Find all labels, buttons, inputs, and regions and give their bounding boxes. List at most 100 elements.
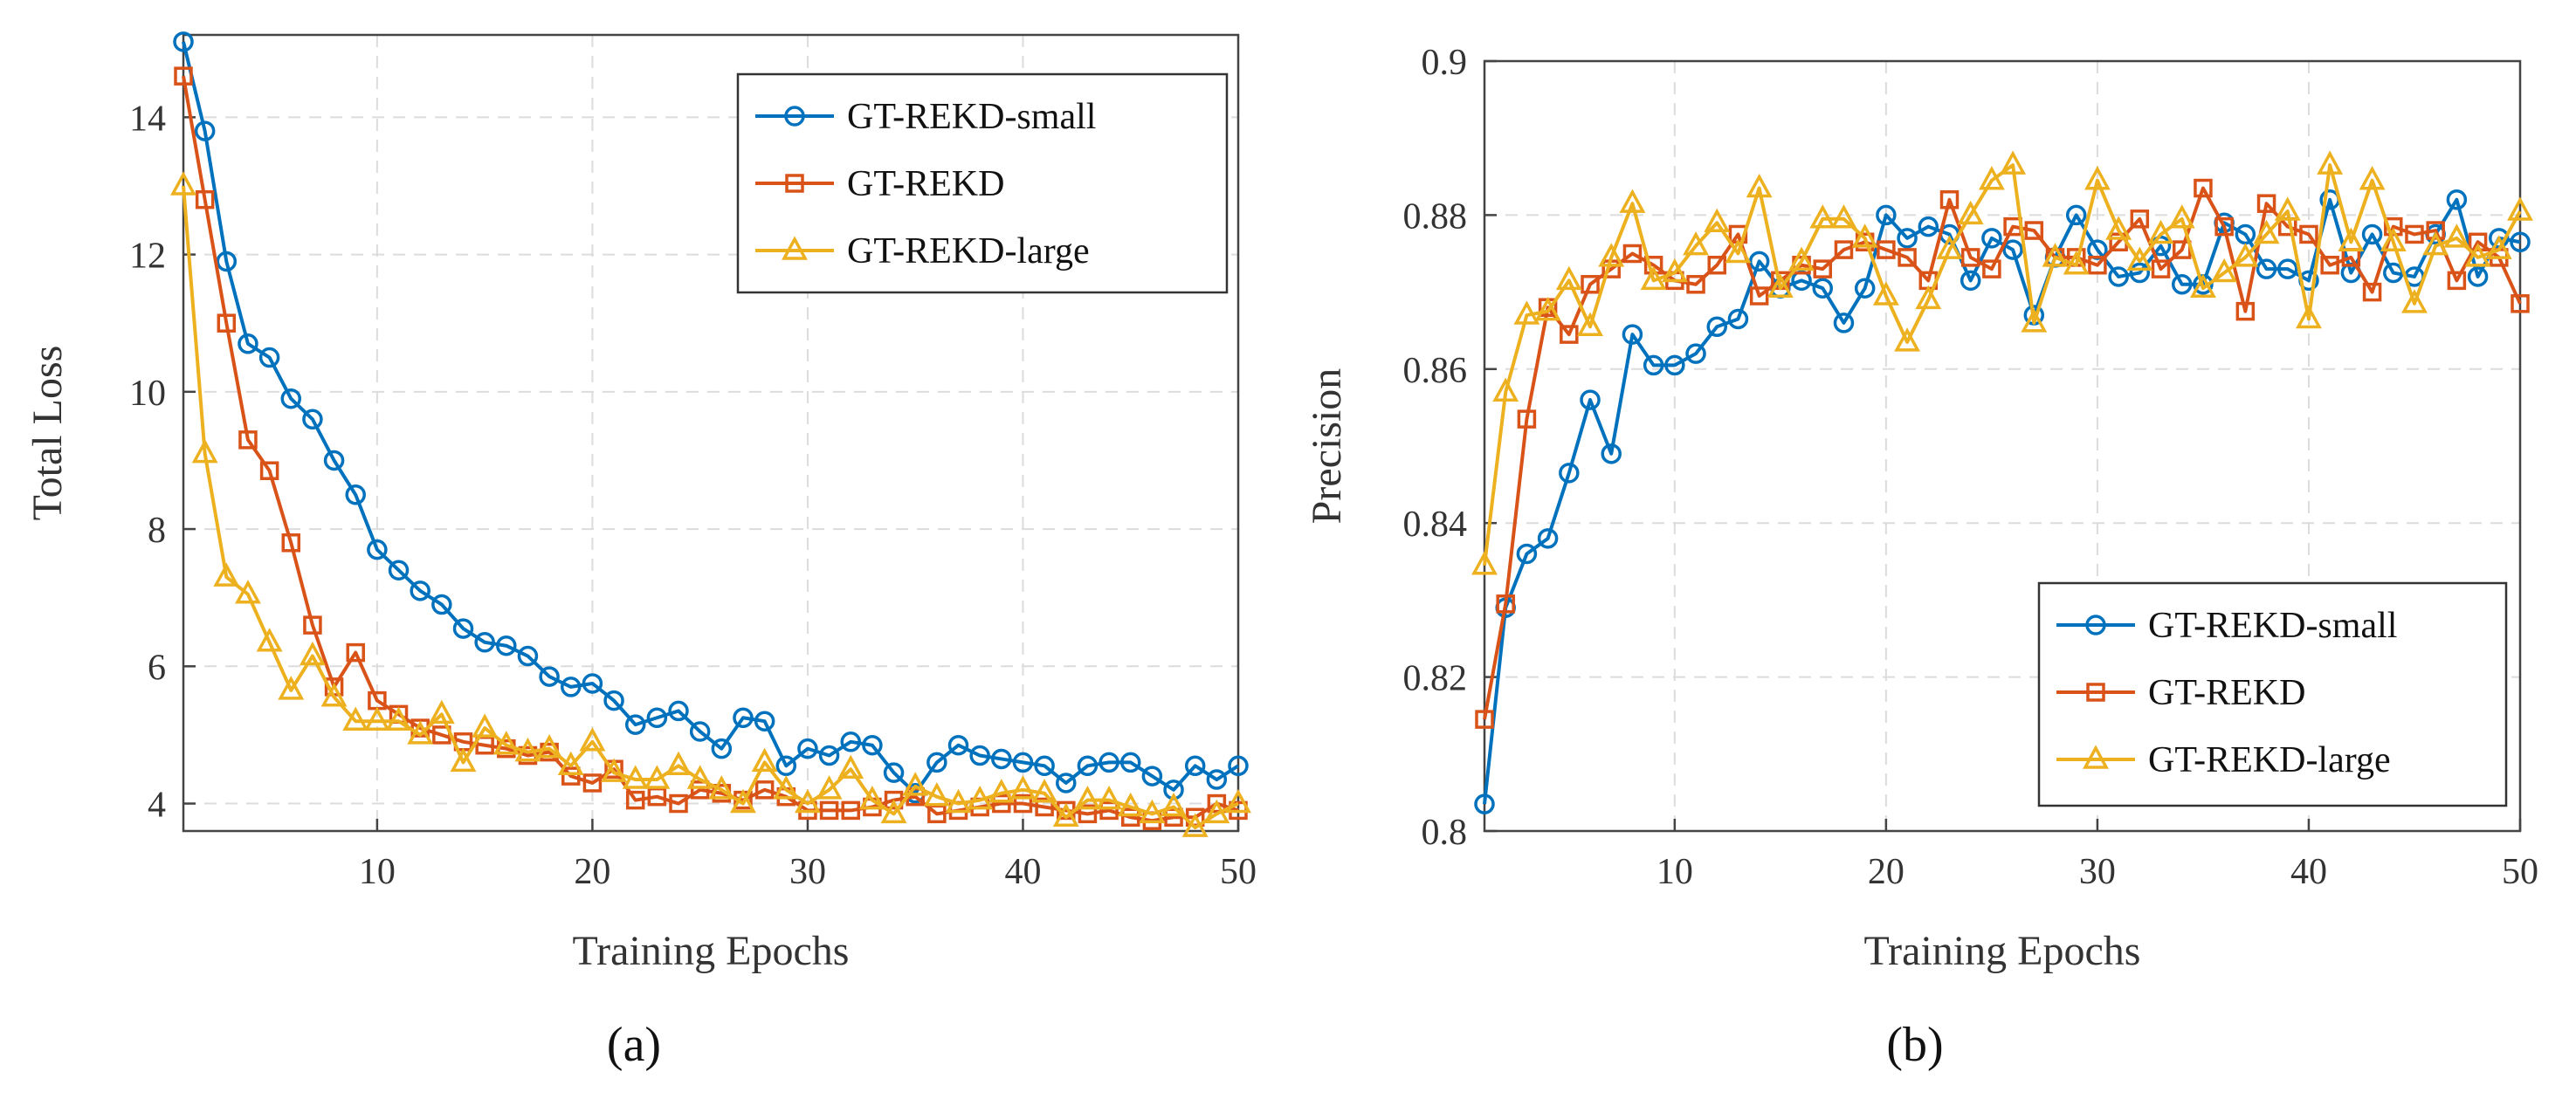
data-point <box>1918 216 1939 237</box>
legend-marker <box>785 174 804 193</box>
data-point <box>2359 166 2386 190</box>
y-axis-label: Precision <box>1304 368 1350 525</box>
data-point <box>1915 285 1942 310</box>
data-point <box>992 793 1011 814</box>
data-point <box>625 790 645 810</box>
data-point <box>2171 274 2193 295</box>
data-point <box>582 673 603 694</box>
x-tick-label: 40 <box>2290 852 2327 892</box>
data-point <box>517 645 539 667</box>
y-tick-label: 4 <box>148 786 166 826</box>
data-point <box>238 333 258 354</box>
data-point <box>601 758 628 782</box>
data-point <box>1120 807 1140 828</box>
data-point <box>2042 243 2069 267</box>
x-tick-label: 20 <box>574 852 610 892</box>
data-point <box>988 779 1015 803</box>
data-point <box>1939 190 1960 209</box>
data-point <box>579 727 606 752</box>
data-point <box>1834 240 1854 259</box>
data-point <box>1517 409 1537 429</box>
data-point <box>1683 231 1709 256</box>
data-point <box>450 747 477 773</box>
data-point <box>2277 258 2298 279</box>
data-point <box>797 738 818 759</box>
data-point <box>1228 755 1249 777</box>
data-point <box>2253 219 2280 244</box>
data-point <box>2362 282 2382 302</box>
data-point <box>1161 792 1187 817</box>
data-point <box>2214 216 2234 237</box>
data-point <box>730 788 756 814</box>
data-point <box>624 714 646 735</box>
data-point <box>216 251 238 272</box>
panel-label: (a) <box>607 1018 661 1072</box>
y-tick-label: 0.9 <box>1422 43 1468 83</box>
legend-label: GT-REKD-large <box>847 231 1090 271</box>
plot-area <box>1483 59 2522 833</box>
data-point <box>818 745 840 766</box>
data-point <box>1516 543 1538 565</box>
data-point <box>1957 200 1984 225</box>
data-point <box>363 706 390 731</box>
x-tick-label: 40 <box>1004 852 1041 892</box>
y-tick-label: 0.88 <box>1403 196 1468 237</box>
data-point <box>1727 308 1749 330</box>
data-point <box>303 615 322 635</box>
data-point <box>1052 802 1079 828</box>
data-point <box>2274 196 2301 221</box>
data-point <box>2446 189 2468 210</box>
data-point <box>1812 278 1834 299</box>
data-point <box>280 388 302 409</box>
data-point <box>2024 221 2044 240</box>
data-point <box>665 751 692 776</box>
data-point <box>2443 223 2470 248</box>
series-line <box>1483 186 2522 720</box>
data-point <box>1981 228 2002 249</box>
data-point <box>1643 354 1664 376</box>
series-gt-rekd-small <box>173 31 1249 804</box>
data-point <box>1559 463 1580 484</box>
data-point <box>1894 327 1921 352</box>
data-point <box>1185 807 1205 828</box>
legend-marker <box>784 106 805 127</box>
y-tick-label: 0.8 <box>1422 813 1468 853</box>
data-point <box>775 755 797 777</box>
data-point <box>1706 316 1727 338</box>
data-point <box>2232 243 2259 267</box>
data-point <box>969 745 990 766</box>
data-point <box>472 713 499 738</box>
data-point <box>431 594 452 615</box>
data-point <box>1664 354 1685 376</box>
data-point <box>646 707 668 729</box>
data-point <box>582 773 603 793</box>
series-gt-rekd-large <box>170 171 1251 837</box>
data-point <box>1117 792 1144 817</box>
legend-label: GT-REKD-large <box>2148 740 2391 780</box>
data-point <box>2084 166 2111 190</box>
data-point <box>1009 775 1037 800</box>
data-point <box>1013 793 1033 814</box>
data-point <box>1537 528 1559 549</box>
legend-marker <box>2086 683 2105 702</box>
data-point <box>1598 243 1625 267</box>
data-point <box>2299 224 2318 244</box>
data-point <box>1078 804 1098 824</box>
data-point <box>883 762 905 783</box>
data-point <box>1809 204 1836 229</box>
data-point <box>2511 294 2530 313</box>
data-point <box>2256 258 2277 279</box>
data-point <box>2507 196 2533 221</box>
data-point <box>1119 752 1141 773</box>
data-point <box>213 562 240 587</box>
legend: GT-REKD-small GT-REKD GT-REKD-large <box>2037 581 2508 807</box>
data-point <box>2129 262 2151 284</box>
data-point <box>837 754 864 779</box>
data-point <box>1767 273 1794 298</box>
data-point <box>2422 231 2449 256</box>
data-point <box>2485 235 2512 259</box>
data-point <box>2256 194 2276 213</box>
data-point <box>1813 259 1833 278</box>
data-point <box>1035 797 1054 817</box>
